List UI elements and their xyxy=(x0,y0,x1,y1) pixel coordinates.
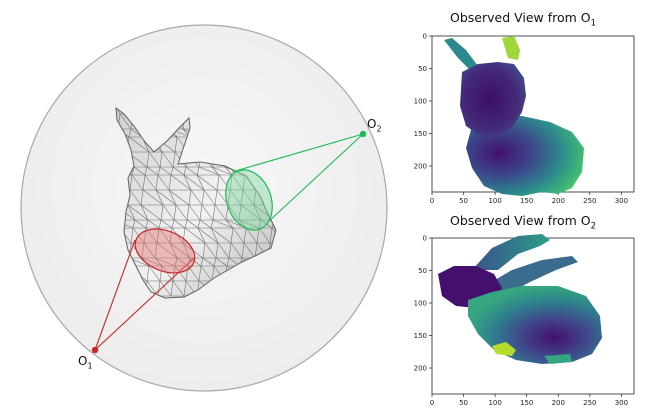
x-tick-label: 200 xyxy=(552,399,565,407)
y-tick-label: 150 xyxy=(414,130,427,138)
depth-plot-o2: 0 50 100 150 200 250 300 0 50 100 150 200 xyxy=(414,234,635,407)
panel-title-o1: Observed View from O1 xyxy=(450,10,597,29)
depth-plot-o1: 0 50 100 150 200 250 300 0 50 100 150 200 xyxy=(414,33,635,205)
x-tick-label: 300 xyxy=(615,399,628,407)
observer-point-o1 xyxy=(91,346,99,354)
x-tick-label: 150 xyxy=(520,399,533,407)
y-tick-label: 200 xyxy=(414,365,427,373)
x-tick-label: 50 xyxy=(459,197,468,205)
depth-body xyxy=(468,286,602,364)
y-tick-label: 100 xyxy=(414,300,427,308)
depth-head xyxy=(460,62,526,136)
observer-label-o2: O2 xyxy=(367,117,382,134)
x-tick-label: 50 xyxy=(459,399,468,407)
depth-ear-right xyxy=(502,36,520,60)
view-ellipse-o2 xyxy=(225,169,273,231)
depth-foot-right xyxy=(544,354,572,364)
x-tick-label: 100 xyxy=(488,399,501,407)
y-tick-label: 100 xyxy=(414,98,427,106)
y-tick-label: 200 xyxy=(414,163,427,171)
view-ellipse-o1 xyxy=(134,228,196,274)
x-tick-label: 200 xyxy=(552,197,565,205)
y-tick-label: 50 xyxy=(418,267,427,275)
x-tick-label: 100 xyxy=(488,197,501,205)
observer-point-o2 xyxy=(359,130,367,138)
depth-ear-left xyxy=(444,38,478,72)
depth-ear-back xyxy=(488,256,578,294)
observation-sphere-diagram xyxy=(20,24,388,392)
cone-o1 xyxy=(91,228,196,354)
cone-o2 xyxy=(225,130,367,231)
observer-label-o1: O1 xyxy=(78,354,93,371)
x-tick-label: 250 xyxy=(583,197,596,205)
x-tick-label: 150 xyxy=(520,197,533,205)
x-tick-label: 300 xyxy=(615,197,628,205)
x-tick-label: 0 xyxy=(430,197,434,205)
x-tick-label: 0 xyxy=(430,399,434,407)
y-tick-label: 0 xyxy=(423,235,427,243)
panel-title-o2: Observed View from O2 xyxy=(450,213,597,232)
y-tick-label: 50 xyxy=(418,65,427,73)
x-tick-label: 250 xyxy=(583,399,596,407)
y-tick-label: 0 xyxy=(423,33,427,41)
depth-foot-left xyxy=(492,342,516,356)
depth-ear-top xyxy=(472,234,550,270)
y-tick-label: 150 xyxy=(414,332,427,340)
